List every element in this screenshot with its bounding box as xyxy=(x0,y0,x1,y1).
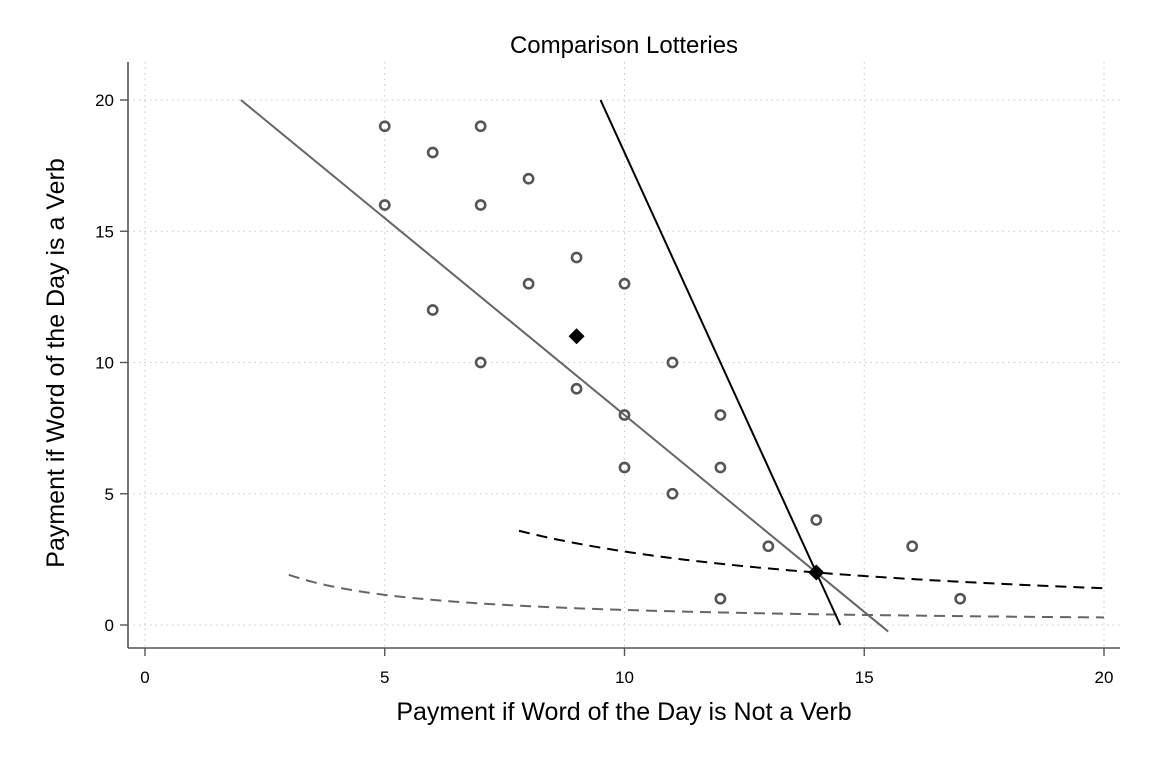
scatter-point xyxy=(474,120,487,133)
scatter-point xyxy=(714,592,727,605)
gridlines xyxy=(128,62,1120,648)
axes: 0 5 10 15 20 0 5 10 15 20 xyxy=(95,62,1120,687)
y-tick-label: 10 xyxy=(95,354,114,373)
dashed-reference-curve-1 xyxy=(518,529,1105,590)
y-tick-label: 5 xyxy=(105,485,114,504)
y-axis-title: Payment if Word of the Day is a Verb xyxy=(42,158,70,567)
y-tick-label: 15 xyxy=(95,222,114,241)
scatter-point xyxy=(810,514,823,526)
scatter-point xyxy=(426,304,439,316)
scatter-point xyxy=(522,172,535,185)
x-tick-label: 20 xyxy=(1095,668,1114,687)
highlighted-points xyxy=(568,328,825,581)
scatter-point xyxy=(618,409,631,421)
scatter-point xyxy=(618,277,631,290)
scatter-point xyxy=(762,540,775,553)
scatter-point xyxy=(954,592,967,605)
x-tick-label: 10 xyxy=(615,668,634,687)
scatter-point xyxy=(906,540,919,553)
diamond-marker xyxy=(568,328,585,345)
chart-title: Comparison Lotteries xyxy=(510,32,738,59)
dashed-reference-curve-2 xyxy=(288,573,1105,619)
scatter-point xyxy=(426,146,439,159)
scatter-point xyxy=(570,382,583,395)
solid-reference-line-1 xyxy=(240,99,889,633)
scatter-point xyxy=(474,356,487,369)
scatter-point xyxy=(570,251,583,264)
scatter-point xyxy=(378,120,391,133)
x-tick-label: 0 xyxy=(140,668,149,687)
diamond-marker xyxy=(808,564,825,581)
x-axis-title: Payment if Word of the Day is Not a Verb xyxy=(396,698,851,726)
scatter-point xyxy=(666,487,679,500)
y-tick-label: 0 xyxy=(105,616,114,635)
x-tick-label: 15 xyxy=(855,668,874,687)
scatter-point xyxy=(618,461,631,474)
scatter-point xyxy=(714,409,727,421)
scatter-point xyxy=(666,356,679,369)
scatter-points xyxy=(378,120,967,605)
scatter-point xyxy=(474,199,487,211)
scatter-point xyxy=(522,277,535,290)
solid-reference-line-2 xyxy=(599,99,842,626)
x-tick-label: 5 xyxy=(380,668,389,687)
scatter-point xyxy=(378,199,391,211)
y-tick-label: 20 xyxy=(95,91,114,110)
scatter-point xyxy=(714,461,727,474)
reference-lines xyxy=(240,99,1105,633)
